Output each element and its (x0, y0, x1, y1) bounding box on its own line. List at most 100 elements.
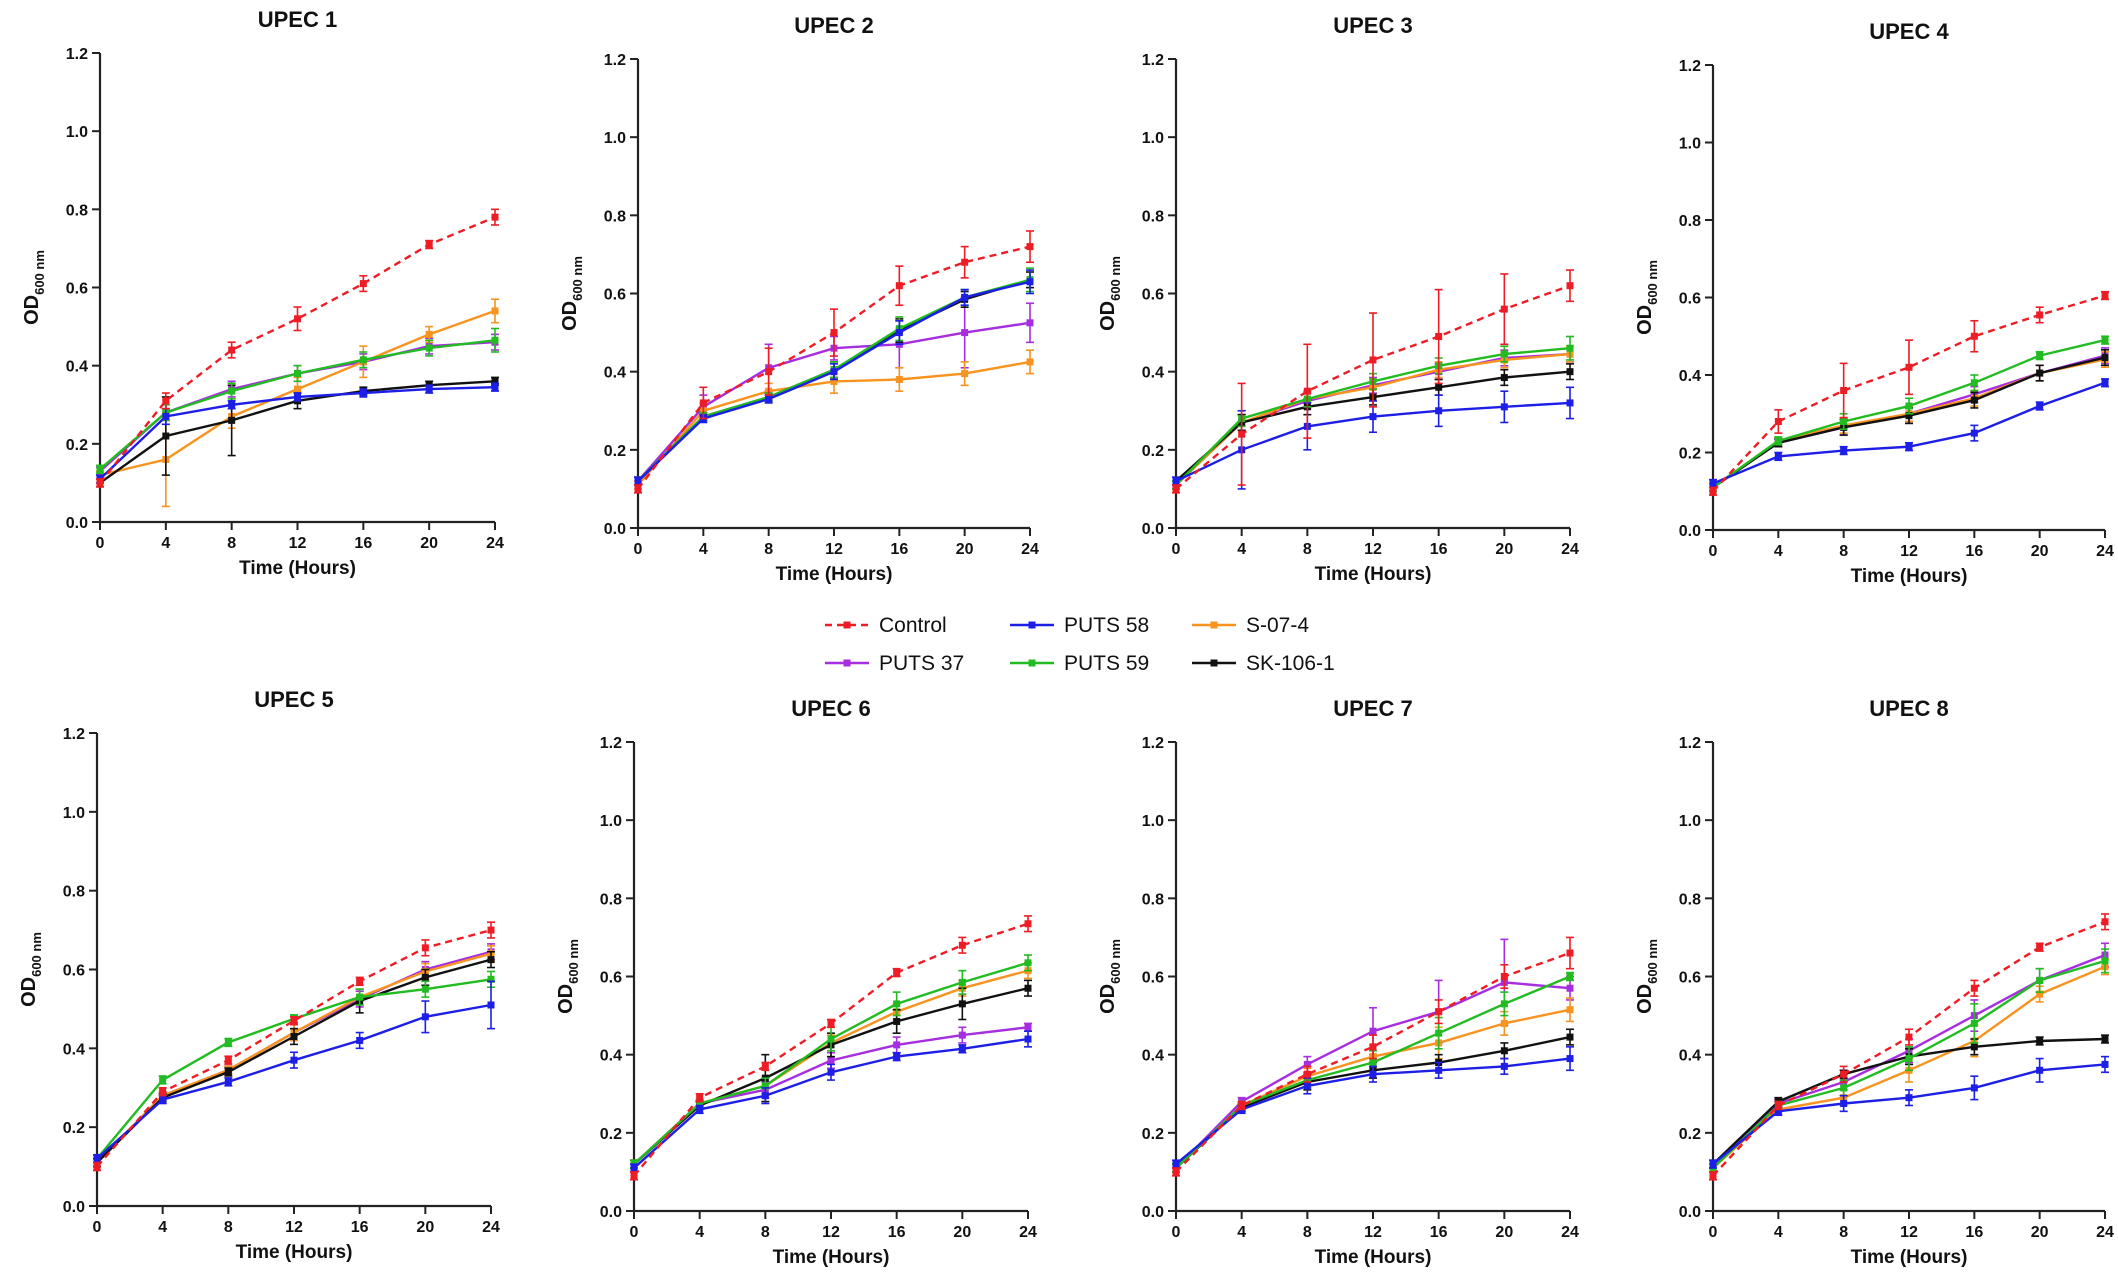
y-tick-label: 0.8 (63, 884, 85, 901)
data-point (1709, 1172, 1717, 1180)
y-axis-label: OD600 nm (1097, 939, 1123, 1014)
data-point (1500, 403, 1508, 411)
data-point (2101, 292, 2109, 300)
data-point (1024, 959, 1032, 967)
x-tick-label: 0 (630, 1224, 639, 1241)
x-tick-label: 12 (1900, 543, 1918, 560)
x-tick-label: 16 (1965, 543, 1983, 560)
x-tick-label: 16 (890, 541, 908, 558)
chart-panel-2: UPEC 2 0.0 0.2 0.4 0.6 0.8 1.0 1.2 0 4 8 12 16 20 24 Ti… (559, 13, 1039, 585)
x-axis-label: Time (Hours) (1851, 566, 1968, 587)
x-tick-label: 24 (486, 535, 504, 552)
x-tick-label: 12 (285, 1219, 303, 1236)
series-puts-58 (1709, 378, 2109, 489)
x-tick-label: 12 (825, 541, 843, 558)
y-tick-label: 0.0 (1679, 1204, 1701, 1221)
data-point (1905, 443, 1913, 451)
y-tick-label: 0.8 (604, 208, 626, 225)
x-tick-label: 24 (1561, 1224, 1579, 1241)
legend-label: S-07-4 (1246, 614, 1309, 637)
y-tick-label: 1.0 (1142, 130, 1164, 147)
data-point (93, 1155, 101, 1163)
y-axis-label-subscript: 600 nm (1108, 939, 1123, 984)
legend-swatch-marker (1210, 659, 1218, 667)
data-point (290, 1017, 298, 1025)
data-point (1026, 243, 1034, 251)
data-point (2036, 402, 2044, 410)
data-point (830, 368, 838, 376)
data-point (359, 389, 367, 397)
y-tick-label: 1.0 (1679, 136, 1701, 153)
data-point (491, 377, 499, 385)
y-tick-label: 0.8 (1142, 891, 1164, 908)
legend-label: SK-106-1 (1246, 652, 1335, 675)
x-tick-label: 16 (351, 1219, 369, 1236)
data-point (487, 926, 495, 934)
data-point (893, 1053, 901, 1061)
legend-item: PUTS 58 (1010, 614, 1149, 637)
y-axis-label: OD600 nm (21, 250, 47, 325)
x-tick-label: 12 (289, 535, 307, 552)
y-tick-label: 1.2 (604, 52, 626, 69)
data-point (1774, 418, 1782, 425)
data-point (1435, 407, 1443, 415)
series-control (1709, 913, 2109, 1181)
x-tick-label: 0 (1709, 1224, 1718, 1241)
data-point (1435, 1066, 1443, 1074)
series-puts-58 (93, 980, 495, 1164)
data-point (356, 977, 364, 985)
y-tick-label: 0.2 (63, 1120, 85, 1137)
data-point (2036, 1037, 2044, 1045)
data-point (1026, 358, 1034, 366)
data-point (421, 985, 429, 993)
series-puts-58 (96, 382, 499, 484)
y-axis-label: OD600 nm (559, 256, 585, 331)
x-axis-label: Time (Hours) (776, 564, 893, 585)
y-tick-label: 1.2 (63, 726, 85, 743)
series-puts-58 (634, 269, 1034, 486)
y-tick-label: 0.0 (63, 1199, 85, 1216)
data-point (224, 1078, 232, 1086)
data-point (1566, 368, 1574, 376)
data-point (96, 479, 104, 487)
data-point (961, 370, 969, 378)
data-point (1566, 1006, 1574, 1014)
y-tick-label: 0.8 (600, 891, 622, 908)
data-point (425, 241, 433, 249)
data-point (228, 416, 236, 424)
y-tick-label: 0.4 (1679, 368, 1701, 385)
data-point (491, 307, 499, 315)
series-control (96, 208, 499, 488)
data-point (961, 329, 969, 337)
y-axis-label-subscript: 600 nm (32, 250, 47, 295)
x-tick-label: 4 (699, 541, 708, 558)
data-point (1970, 1043, 1978, 1051)
y-tick-label: 0.6 (600, 970, 622, 987)
x-axis-label: Time (Hours) (1315, 1247, 1432, 1268)
legend: Control PUTS 58 S-07-4 PUTS 37 PUTS 59 SK-106… (825, 614, 1335, 675)
x-tick-label: 4 (1237, 1224, 1246, 1241)
y-tick-label: 0.8 (1679, 891, 1701, 908)
y-tick-label: 1.2 (600, 735, 622, 752)
data-point (1709, 487, 1717, 495)
x-tick-label: 16 (1965, 1224, 1983, 1241)
x-tick-label: 20 (2031, 543, 2049, 560)
data-point (696, 1105, 704, 1113)
y-axis-label-main: OD (1634, 984, 1656, 1014)
data-point (356, 1036, 364, 1044)
data-point (290, 1056, 298, 1064)
y-axis-label: OD600 nm (1634, 260, 1660, 335)
y-tick-label: 0.4 (604, 365, 626, 382)
y-tick-label: 0.2 (1679, 446, 1701, 463)
chart-title: UPEC 8 (1869, 696, 1948, 721)
data-point (2101, 918, 2109, 926)
data-point (1024, 1035, 1032, 1043)
legend-item: PUTS 37 (825, 652, 964, 675)
y-tick-label: 0.0 (1142, 521, 1164, 538)
chart-title: UPEC 5 (254, 687, 333, 712)
series-line (96, 978, 492, 1160)
y-axis-label-main: OD (1097, 301, 1119, 331)
x-tick-label: 0 (634, 541, 643, 558)
chart-panel-3: UPEC 3 0.0 0.2 0.4 0.6 0.8 1.0 1.2 0 4 8 12 16 20 24 Ti… (1097, 13, 1579, 585)
data-point (2101, 1035, 2109, 1043)
